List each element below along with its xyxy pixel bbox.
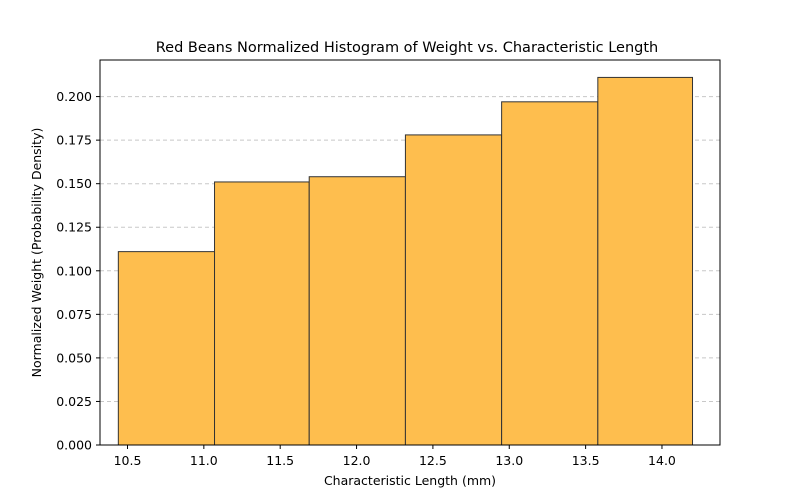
y-tick-label: 0.150 <box>56 176 92 191</box>
y-tick-label: 0.050 <box>56 350 92 365</box>
histogram-bar-6 <box>597 76 694 446</box>
plot-frame <box>99 59 721 446</box>
x-tick-label: 12.5 <box>419 453 447 468</box>
x-tick-label: 13.5 <box>572 453 600 468</box>
y-tick-label: 0.075 <box>56 307 92 322</box>
histogram-bars <box>117 76 694 446</box>
histogram-bar-4 <box>404 134 503 446</box>
x-tick-label: 12.0 <box>343 453 371 468</box>
y-tick-label: 0.125 <box>56 220 92 235</box>
histogram-bar-1 <box>117 251 216 446</box>
x-tick-label: 11.5 <box>266 453 294 468</box>
x-axis-label: Characteristic Length (mm) <box>324 473 496 488</box>
histogram-bar-2 <box>214 181 310 446</box>
y-tick-label: 0.100 <box>56 263 92 278</box>
y-axis-label: Normalized Weight (Probability Density) <box>29 128 44 378</box>
y-axis-ticks: 0.000 0.025 0.050 0.075 0.100 0.125 0.150 0.175… <box>56 89 100 453</box>
histogram-bar-5 <box>501 101 599 446</box>
x-axis-ticks: 10.5 11.0 11.5 12.0 12.5 13.0 13.5 14.0 <box>114 445 676 468</box>
y-tick-label: 0.000 <box>56 438 92 453</box>
histogram-bar-3 <box>308 176 406 446</box>
x-tick-label: 11.0 <box>190 453 218 468</box>
chart-title: Red Beans Normalized Histogram of Weight… <box>156 40 658 56</box>
y-tick-label: 0.200 <box>56 89 92 104</box>
x-tick-label: 14.0 <box>648 453 676 468</box>
x-tick-label: 13.0 <box>495 453 523 468</box>
x-tick-label: 10.5 <box>114 453 142 468</box>
y-tick-label: 0.025 <box>56 394 92 409</box>
y-tick-label: 0.175 <box>56 133 92 148</box>
